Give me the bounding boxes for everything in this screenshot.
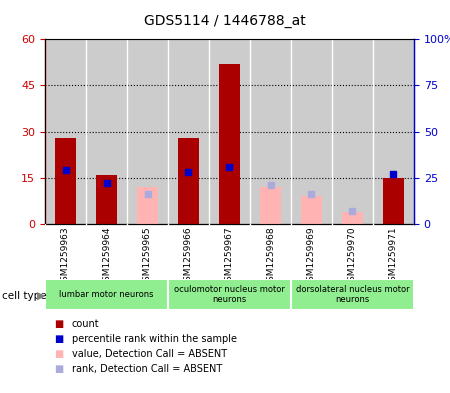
Text: GSM1259964: GSM1259964 bbox=[102, 227, 111, 287]
Text: rank, Detection Call = ABSENT: rank, Detection Call = ABSENT bbox=[72, 364, 222, 374]
Bar bbox=[219, 64, 240, 224]
Bar bbox=[178, 138, 199, 224]
Text: ▶: ▶ bbox=[37, 291, 46, 301]
Bar bbox=[96, 175, 117, 224]
Text: ■: ■ bbox=[54, 349, 63, 359]
Bar bbox=[55, 138, 76, 224]
Text: ■: ■ bbox=[54, 319, 63, 329]
Text: GSM1259970: GSM1259970 bbox=[348, 227, 357, 287]
Text: GSM1259968: GSM1259968 bbox=[266, 227, 275, 287]
Text: GSM1259967: GSM1259967 bbox=[225, 227, 234, 287]
Text: oculomotor nucleus motor
neurons: oculomotor nucleus motor neurons bbox=[174, 285, 285, 305]
Bar bbox=[260, 187, 281, 224]
Text: GSM1259965: GSM1259965 bbox=[143, 227, 152, 287]
Text: ■: ■ bbox=[54, 334, 63, 344]
Text: lumbar motor neurons: lumbar motor neurons bbox=[59, 290, 154, 299]
Text: cell type: cell type bbox=[2, 291, 47, 301]
Bar bbox=[301, 196, 322, 224]
Text: dorsolateral nucleus motor
neurons: dorsolateral nucleus motor neurons bbox=[296, 285, 410, 305]
Text: value, Detection Call = ABSENT: value, Detection Call = ABSENT bbox=[72, 349, 227, 359]
Text: count: count bbox=[72, 319, 99, 329]
Bar bbox=[383, 178, 404, 224]
Text: GSM1259963: GSM1259963 bbox=[61, 227, 70, 287]
Bar bbox=[291, 279, 414, 310]
Text: ■: ■ bbox=[54, 364, 63, 374]
Text: GSM1259969: GSM1259969 bbox=[307, 227, 316, 287]
Bar bbox=[45, 279, 168, 310]
Bar bbox=[168, 279, 291, 310]
Text: percentile rank within the sample: percentile rank within the sample bbox=[72, 334, 237, 344]
Bar bbox=[137, 187, 158, 224]
Text: GDS5114 / 1446788_at: GDS5114 / 1446788_at bbox=[144, 14, 306, 28]
Text: GSM1259971: GSM1259971 bbox=[389, 227, 398, 287]
Text: GSM1259966: GSM1259966 bbox=[184, 227, 193, 287]
Bar bbox=[342, 212, 363, 224]
